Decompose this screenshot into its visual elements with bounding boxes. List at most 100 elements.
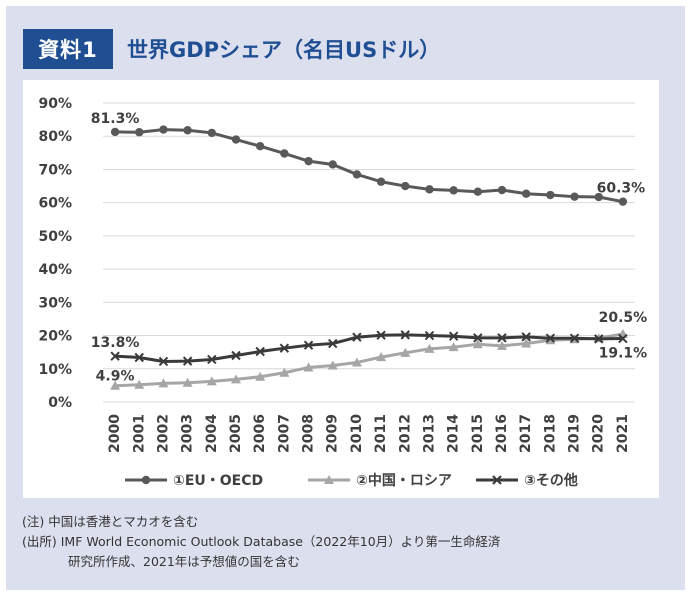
data-point-s2	[327, 360, 338, 370]
data-point-s1	[401, 181, 410, 191]
y-tick-label: 60%	[38, 196, 72, 212]
x-tick-label: 2008	[301, 414, 317, 453]
data-point-s2	[521, 338, 532, 348]
series-line-1	[115, 128, 624, 204]
data-point-s1	[618, 197, 628, 206]
data-point-s1	[376, 177, 386, 186]
data-point-s2	[303, 362, 314, 372]
x-tick-label: 2005	[228, 414, 244, 453]
data-point-s3	[110, 351, 120, 361]
data-point-s3	[569, 333, 580, 343]
data-point-s2	[472, 339, 483, 349]
x-tick-label: 2016	[494, 414, 510, 453]
data-point-s1	[328, 160, 337, 169]
data-point-s2	[448, 342, 459, 352]
data-point-s2	[424, 343, 435, 353]
legend-label-1: ①EU・OECD	[173, 473, 263, 489]
legend-label-2: ②中国・ロシア	[356, 472, 452, 489]
legend-marker-3	[492, 475, 502, 485]
data-point-s1	[183, 126, 192, 135]
y-tick-label: 30%	[38, 295, 72, 311]
x-tick-label: 2002	[155, 414, 171, 453]
data-point-s2	[351, 357, 362, 367]
data-point-s3	[279, 343, 290, 353]
data-point-s2	[206, 376, 217, 386]
data-point-s1	[255, 141, 265, 151]
x-tick-label: 2006	[252, 414, 268, 453]
source-text: (出所) IMF World Economic Outlook Database…	[22, 534, 501, 549]
data-point-s1	[497, 185, 507, 195]
data-point-s2	[279, 367, 290, 377]
line-chart: 0% 10% 20% 30% 40% 50% 60% 70% 80% 90% 2000 2001 200…	[38, 96, 648, 489]
x-tick-label: 2001	[131, 414, 147, 453]
data-point-s2	[134, 379, 145, 389]
data-point-s1	[207, 128, 217, 138]
data-point-s3	[594, 334, 604, 344]
data-point-s1	[159, 125, 168, 134]
data-point-s3	[497, 333, 507, 343]
legend-marker-2	[324, 475, 334, 484]
data-point-s2	[376, 352, 387, 362]
x-tick-label: 2003	[180, 414, 196, 453]
data-point-s1	[280, 149, 289, 158]
y-tick-label: 70%	[38, 162, 72, 178]
data-point-s3	[521, 332, 531, 342]
data-point-s3	[376, 330, 386, 340]
data-point-s3	[255, 346, 265, 357]
data-point-s2	[497, 340, 507, 350]
data-point-s3	[231, 350, 241, 361]
data-point-s2	[400, 347, 411, 357]
data-point-s1	[473, 187, 483, 196]
data-point-s3	[158, 356, 169, 367]
data-point-s1	[521, 189, 531, 198]
data-point-s2	[255, 371, 266, 381]
data-point-s1	[231, 135, 241, 144]
x-tick-label: 2013	[421, 414, 437, 453]
x-tick-label: 2018	[542, 414, 558, 453]
series-line-3	[115, 333, 623, 363]
data-point-s3	[303, 340, 314, 350]
data-point-s3	[545, 333, 556, 343]
y-tick-label: 0%	[48, 395, 72, 411]
source-text-cont: 研究所作成、2021年は予想値の国を含む	[68, 554, 300, 569]
data-point-s3	[207, 354, 217, 365]
data-label: 60.3%	[597, 181, 646, 197]
y-tick-label: 90%	[38, 96, 72, 112]
x-tick-label: 2019	[567, 414, 583, 453]
data-point-s1	[135, 128, 144, 137]
footnotes: (注) 中国は香港とマカオを含む (出所) IMF World Economic…	[22, 512, 500, 572]
series-line-2	[115, 332, 624, 388]
x-tick-label: 2021	[615, 414, 631, 453]
data-point-s1	[570, 192, 579, 201]
data-point-s3	[182, 356, 193, 366]
data-point-s2	[231, 374, 241, 384]
data-point-s1	[449, 186, 458, 195]
data-point-s3	[352, 332, 362, 342]
data-point-s3	[473, 333, 483, 343]
data-point-s2	[158, 378, 169, 388]
legend-marker-1	[141, 475, 151, 485]
note-text: (注) 中国は香港とマカオを含む	[22, 514, 199, 529]
x-tick-label: 2014	[446, 414, 462, 453]
x-tick-label: 2015	[470, 414, 486, 453]
data-point-s2	[110, 380, 121, 390]
data-label: 81.3%	[91, 111, 140, 127]
x-tick-label: 2000	[107, 414, 123, 453]
data-label: 20.5%	[599, 310, 648, 326]
data-label: 13.8%	[91, 335, 140, 351]
x-tick-label: 2011	[373, 414, 389, 453]
data-point-s3	[134, 352, 144, 363]
data-point-s3	[328, 338, 338, 349]
y-tick-label: 80%	[38, 129, 72, 145]
x-tick-label: 2004	[204, 414, 220, 453]
data-point-s1	[110, 127, 120, 137]
data-point-s1	[352, 170, 362, 179]
data-point-s3	[618, 333, 628, 344]
data-point-s3	[424, 330, 435, 341]
data-point-s3	[400, 330, 410, 340]
data-point-s1	[546, 190, 555, 200]
data-point-s2	[182, 377, 193, 387]
y-tick-label: 50%	[38, 229, 72, 245]
x-tick-label: 2017	[518, 414, 534, 453]
data-label: 19.1%	[599, 346, 648, 362]
